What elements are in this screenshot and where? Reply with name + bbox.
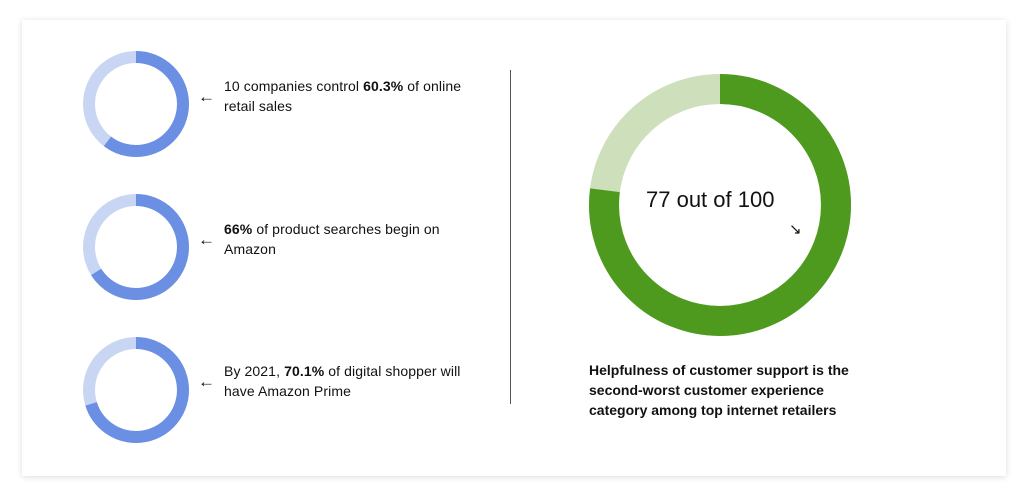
stat-2-value: 66% [224,221,253,237]
stat-text-3: By 2021, 70.1% of digital shopper will h… [224,361,494,401]
donut-chart-3 [83,337,189,443]
stat-text-1: 10 companies control 60.3% of online ret… [224,76,494,116]
stat-3-post: of digital shopper will have Amazon Prim… [224,363,461,399]
left-arrow-icon-3: ← [198,372,215,391]
stat-3-pre: By 2021, [224,363,285,379]
stat-3-value: 70.1% [284,363,325,379]
stat-text-2: 66% of product searches begin on Amazon [224,219,494,259]
left-arrow-icon-1: ← [198,87,215,106]
donut-chart-1 [83,51,189,157]
stat-1-pre: 10 companies control [224,78,364,94]
stat-2-post: of product searches begin on Amazon [224,221,440,257]
vertical-divider [510,70,511,404]
donut-2-value-arc [83,194,189,300]
score-caption: Helpfulness of customer support is the s… [589,362,849,418]
donut-chart-2 [83,194,189,300]
donut-1-value-arc [83,51,189,157]
donut-chart-score [589,74,851,336]
left-arrow-icon-2: ← [198,230,215,249]
stat-1-post: of online retail sales [224,78,462,114]
donut-score-value-arc [589,74,851,336]
donut-3-value-arc [83,337,189,443]
curved-arrow-icon: ↘ [789,221,802,238]
score-center-label: 77 out of 100 [646,187,775,212]
stat-1-value: 60.3% [363,78,404,94]
